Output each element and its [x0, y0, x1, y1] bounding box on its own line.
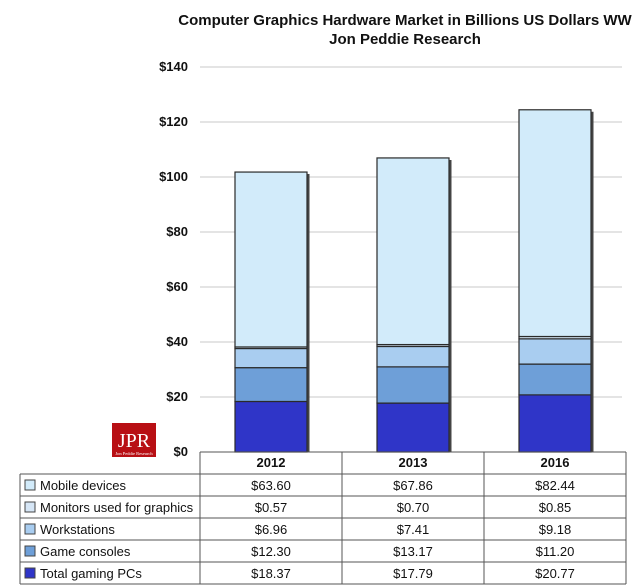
legend-swatch: [24, 523, 36, 535]
y-tick-label: $20: [166, 389, 188, 404]
data-label: $6.96: [255, 522, 288, 537]
bar-segment: [376, 157, 450, 346]
chart-title-line-1: Computer Graphics Hardware Market in Bil…: [178, 12, 632, 29]
category-label: 2013: [399, 455, 428, 470]
data-label: $63.60: [251, 478, 291, 493]
legend-label: Workstations: [40, 522, 115, 537]
bar-segment: [518, 394, 592, 453]
y-tick-label: $0: [174, 444, 188, 459]
data-label: $67.86: [393, 478, 433, 493]
data-label: $0.85: [539, 500, 572, 515]
legend-label: Mobile devices: [40, 478, 126, 493]
bar-segment: [376, 402, 450, 453]
data-label: $18.37: [251, 566, 291, 581]
bar-segment: [234, 171, 308, 348]
data-label: $0.70: [397, 500, 430, 515]
y-tick-label: $40: [166, 334, 188, 349]
bar-segment: [234, 400, 308, 453]
legend-label: Game consoles: [40, 544, 131, 559]
bar-segment: [234, 367, 308, 403]
chart-title-line-2: Jon Peddie Research: [329, 31, 481, 48]
data-label: $7.41: [397, 522, 430, 537]
bar-segment: [376, 345, 450, 368]
category-label: 2012: [257, 455, 286, 470]
bars: [234, 109, 594, 453]
bar-segment: [234, 347, 308, 369]
bar-segment: [518, 109, 592, 338]
data-table: 2012 2013 2016 Mobile devices $63.60 $67.86 $8…: [19, 451, 627, 585]
data-label: $17.79: [393, 566, 433, 581]
y-tick-label: $120: [159, 114, 188, 129]
data-label: $9.18: [539, 522, 572, 537]
logo-text: JPR: [118, 430, 151, 452]
legend-swatch: [24, 545, 36, 557]
bar-segment: [518, 363, 592, 396]
data-label: $11.20: [536, 544, 575, 559]
legend-label: Monitors used for graphics: [40, 500, 194, 515]
data-label: $20.77: [535, 566, 575, 581]
logo-subtext: Jon Peddie Research: [115, 451, 153, 456]
data-label: $82.44: [535, 478, 575, 493]
jpr-logo: JPR Jon Peddie Research: [112, 423, 156, 457]
data-label: $0.57: [255, 500, 288, 515]
legend-swatch: [24, 479, 36, 491]
legend-swatch: [24, 567, 36, 579]
data-label: $12.30: [251, 544, 291, 559]
y-tick-label: $100: [159, 169, 188, 184]
y-tick-label: $140: [159, 59, 188, 74]
legend-label: Total gaming PCs: [40, 566, 142, 581]
y-axis-ticks: $0 $20 $40 $60 $80 $100 $120 $140: [159, 59, 188, 459]
y-tick-label: $60: [166, 279, 188, 294]
data-label: $13.17: [393, 544, 433, 559]
bar-segment: [376, 366, 450, 404]
legend-swatch: [24, 501, 36, 513]
y-tick-label: $80: [166, 224, 188, 239]
category-label: 2016: [541, 455, 570, 470]
bar-segment: [518, 338, 592, 365]
